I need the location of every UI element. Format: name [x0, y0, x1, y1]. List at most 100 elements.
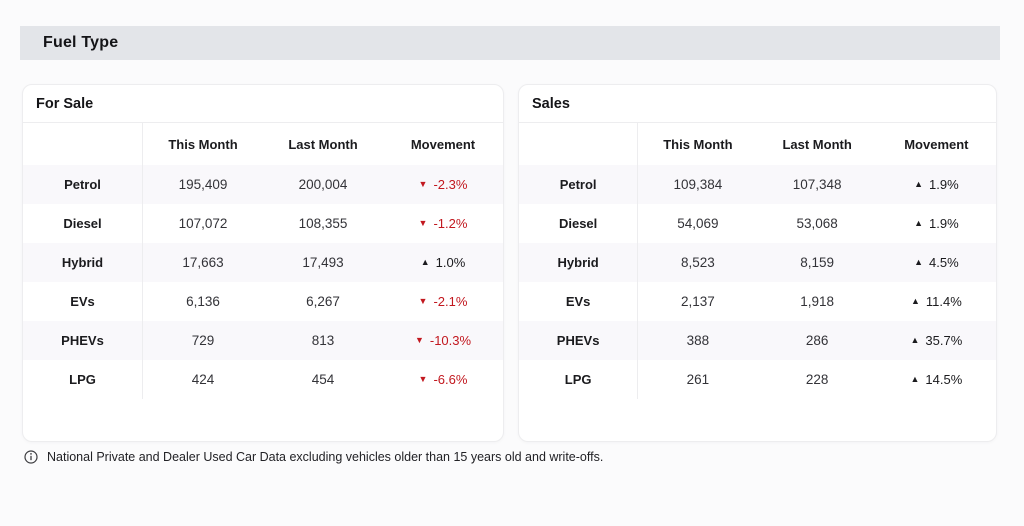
header-spacer	[519, 123, 639, 165]
column-header-this-month: This Month	[168, 136, 238, 152]
this-month-value: 424	[191, 372, 215, 387]
movement-value: ▲ 11.4%	[877, 294, 996, 309]
fuel-type-label: LPG	[519, 360, 639, 399]
movement-percent: 11.4%	[925, 294, 962, 309]
movement-value: ▼ -10.3%	[383, 333, 503, 348]
movement-value: ▼ -2.1%	[383, 294, 503, 309]
table-row: PHEVs 729 813 ▼ -10.3%	[23, 321, 503, 360]
fuel-type-label: Petrol	[23, 165, 143, 204]
movement-percent: 1.0%	[435, 255, 466, 270]
movement-value: ▼ -1.2%	[383, 216, 503, 231]
footnote-text: National Private and Dealer Used Car Dat…	[47, 450, 604, 464]
up-arrow-icon: ▲	[914, 218, 924, 228]
movement-percent: -1.2%	[433, 216, 468, 231]
movement-value: ▲ 4.5%	[877, 255, 996, 270]
last-month-value: 108,355	[298, 216, 348, 231]
movement-percent: 35.7%	[925, 333, 963, 348]
down-arrow-icon: ▼	[418, 374, 428, 384]
table-row: Petrol 195,409 200,004 ▼ -2.3%	[23, 165, 503, 204]
movement-percent: -6.6%	[433, 372, 468, 387]
header-spacer	[23, 123, 143, 165]
movement-value: ▼ -6.6%	[383, 372, 503, 387]
up-arrow-icon: ▲	[910, 296, 920, 306]
column-header-movement: Movement	[410, 136, 476, 152]
sales-table-body: Petrol 109,384 107,348 ▲ 1.9% Diesel 54,069 53,…	[519, 165, 996, 399]
this-month-value: 6,136	[186, 294, 220, 309]
table-row: EVs 6,136 6,267 ▼ -2.1%	[23, 282, 503, 321]
fuel-type-label: LPG	[23, 360, 143, 399]
this-month-value: 729	[191, 333, 215, 348]
card-title-for-sale: For Sale	[23, 85, 503, 123]
up-arrow-icon: ▲	[910, 335, 920, 345]
table-row: LPG 424 454 ▼ -6.6%	[23, 360, 503, 399]
down-arrow-icon: ▼	[414, 335, 424, 345]
this-month-value: 54,069	[677, 216, 719, 231]
fuel-type-label: EVs	[519, 282, 639, 321]
up-arrow-icon: ▲	[914, 257, 924, 267]
movement-value: ▲ 1.0%	[383, 255, 503, 270]
last-month-value: 286	[805, 333, 829, 348]
down-arrow-icon: ▼	[418, 179, 428, 189]
last-month-value: 1,918	[800, 294, 835, 309]
table-header-row: This Month Last Month Movement	[23, 123, 503, 165]
this-month-value: 388	[686, 333, 710, 348]
for-sale-card: For Sale This Month Last Month Movement …	[22, 84, 504, 442]
movement-value: ▲ 14.5%	[877, 372, 996, 387]
movement-value: ▲ 1.9%	[877, 216, 996, 231]
this-month-value: 17,663	[182, 255, 224, 270]
movement-percent: 1.9%	[929, 216, 959, 231]
last-month-value: 107,348	[792, 177, 842, 192]
movement-percent: -10.3%	[429, 333, 472, 348]
movement-percent: -2.3%	[433, 177, 468, 192]
last-month-value: 454	[311, 372, 335, 387]
fuel-type-label: PHEVs	[519, 321, 639, 360]
table-row: Petrol 109,384 107,348 ▲ 1.9%	[519, 165, 996, 204]
card-title-sales: Sales	[519, 85, 996, 123]
down-arrow-icon: ▼	[418, 296, 428, 306]
table-row: PHEVs 388 286 ▲ 35.7%	[519, 321, 996, 360]
this-month-value: 2,137	[680, 294, 715, 309]
table-header-row: This Month Last Month Movement	[519, 123, 996, 165]
down-arrow-icon: ▼	[418, 218, 428, 228]
up-arrow-icon: ▲	[420, 257, 430, 267]
fuel-type-label: Petrol	[519, 165, 639, 204]
this-month-value: 8,523	[680, 255, 715, 270]
table-row: Hybrid 8,523 8,159 ▲ 4.5%	[519, 243, 996, 282]
movement-percent: 1.9%	[929, 177, 959, 192]
info-circle-icon	[24, 450, 38, 464]
movement-value: ▲ 35.7%	[877, 333, 996, 348]
up-arrow-icon: ▲	[910, 374, 920, 384]
movement-percent: 4.5%	[929, 255, 959, 270]
movement-percent: 14.5%	[925, 372, 963, 387]
last-month-value: 228	[805, 372, 829, 387]
table-row: Diesel 107,072 108,355 ▼ -1.2%	[23, 204, 503, 243]
fuel-type-label: PHEVs	[23, 321, 143, 360]
table-row: LPG 261 228 ▲ 14.5%	[519, 360, 996, 399]
last-month-value: 53,068	[796, 216, 838, 231]
last-month-value: 6,267	[306, 294, 340, 309]
up-arrow-icon: ▲	[914, 179, 924, 189]
fuel-type-label: Diesel	[519, 204, 639, 243]
fuel-type-label: EVs	[23, 282, 143, 321]
movement-value: ▼ -2.3%	[383, 177, 503, 192]
fuel-type-label: Hybrid	[23, 243, 143, 282]
section-header-band: Fuel Type	[20, 26, 1000, 60]
this-month-value: 195,409	[178, 177, 228, 192]
for-sale-table-body: Petrol 195,409 200,004 ▼ -2.3% Diesel 107,072 1…	[23, 165, 503, 399]
fuel-type-label: Diesel	[23, 204, 143, 243]
this-month-value: 109,384	[673, 177, 723, 192]
table-row: Diesel 54,069 53,068 ▲ 1.9%	[519, 204, 996, 243]
table-row: Hybrid 17,663 17,493 ▲ 1.0%	[23, 243, 503, 282]
movement-value: ▲ 1.9%	[877, 177, 996, 192]
fuel-type-label: Hybrid	[519, 243, 639, 282]
last-month-value: 200,004	[298, 177, 348, 192]
column-header-this-month: This Month	[663, 136, 733, 152]
movement-percent: -2.1%	[433, 294, 468, 309]
column-header-movement: Movement	[904, 136, 969, 152]
this-month-value: 107,072	[178, 216, 228, 231]
page-title: Fuel Type	[43, 34, 119, 51]
column-header-last-month: Last Month	[288, 136, 358, 152]
last-month-value: 8,159	[800, 255, 835, 270]
sales-card: Sales This Month Last Month Movement Pet…	[518, 84, 997, 442]
last-month-value: 813	[311, 333, 335, 348]
